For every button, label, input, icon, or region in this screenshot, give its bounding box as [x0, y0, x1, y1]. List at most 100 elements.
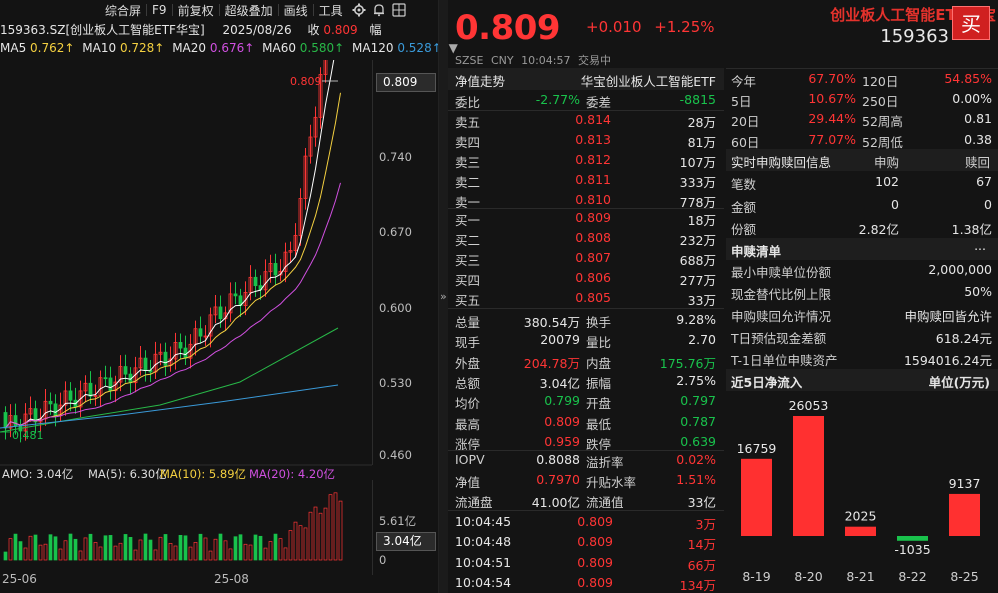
- subscription-row: 金额 0 0: [726, 195, 998, 215]
- candle-body: [123, 366, 128, 375]
- tick-volume: 14万: [687, 537, 716, 553]
- candle-body: [323, 60, 328, 75]
- current-volume-marker: 3.04亿: [376, 532, 436, 551]
- inflow-bar: [845, 526, 876, 536]
- price-tick: 0.740: [379, 150, 412, 164]
- stat-value: 2.75%: [676, 372, 716, 388]
- tick-price: 0.809: [577, 534, 613, 550]
- price-tick: 0.600: [379, 301, 412, 315]
- candle-body: [108, 377, 113, 392]
- net-inflow-title: 近5日净流入: [731, 375, 803, 390]
- close-label: 收: [307, 23, 320, 37]
- fund-code: 159363: [880, 26, 949, 47]
- candle-body: [263, 271, 268, 291]
- volume-bar: [318, 512, 323, 561]
- toolbar-item-overview[interactable]: 综合屏: [105, 3, 142, 18]
- gear-icon[interactable]: [351, 2, 368, 19]
- period-value: 54.85%: [944, 71, 992, 86]
- candle-body: [283, 251, 288, 272]
- toolbar-item-draw[interactable]: 画线: [283, 3, 308, 18]
- bell-icon[interactable]: [371, 2, 388, 19]
- stat-row: 总额 3.04亿 振幅 2.75%: [448, 371, 724, 391]
- bid-row[interactable]: 买二 0.808 232万: [448, 228, 724, 248]
- stat-value: 0.787: [680, 413, 716, 429]
- nav-trend-bar[interactable]: 净值走势 华宝创业板人工智能ETF: [448, 68, 724, 90]
- stat-value: 9.28%: [676, 312, 716, 327]
- volume-bar: [93, 542, 98, 561]
- ask-row[interactable]: 卖三 0.812 107万: [448, 150, 724, 170]
- chevron-right-icon[interactable]: »: [440, 290, 447, 303]
- volume-bar: [323, 507, 328, 561]
- stat-label: 最低: [586, 416, 612, 432]
- stat-label: 现手: [455, 335, 481, 351]
- ask-row[interactable]: 卖五 0.814 28万: [448, 110, 724, 130]
- candle-body: [248, 276, 253, 293]
- volume-bar: [108, 535, 113, 561]
- ask-label: 卖五: [455, 115, 481, 130]
- grid-icon[interactable]: [391, 2, 408, 19]
- volume-bar: [168, 542, 173, 561]
- candle-body: [198, 328, 203, 337]
- stat-value: 0.959: [544, 433, 580, 449]
- ma-line: [5, 182, 341, 429]
- redemption-value: 2,000,000: [928, 262, 992, 277]
- inflow-date-label: 8-22: [898, 569, 926, 584]
- toolbar-item-tools[interactable]: 工具: [318, 3, 343, 18]
- volume-bar: [158, 536, 163, 561]
- amo-label: AMO: 3.04亿: [2, 467, 73, 481]
- toolbar-item-f9[interactable]: F9: [152, 3, 167, 17]
- stat-row: 外盘 204.78万 内盘 175.76万: [448, 351, 724, 371]
- ma-dropdown-icon[interactable]: ▼: [448, 41, 458, 55]
- buy-button[interactable]: 买: [952, 6, 990, 40]
- panel-collapse-handle[interactable]: »: [438, 0, 448, 593]
- kline-panel[interactable]: 综合屏 F9 前复权 超级叠加 画线 工具 159363.SZ[创业板人工智能E…: [0, 0, 458, 593]
- candle-body: [98, 377, 103, 396]
- kline-chart[interactable]: AMO: 3.04亿 MA(5): 6.30亿 MA(10): 5.89亿 MA…: [0, 60, 372, 570]
- candle-body: [133, 367, 138, 384]
- candle-body: [28, 408, 33, 415]
- tick-row: 10:04:54 0.809 134万: [448, 573, 724, 593]
- ask-row[interactable]: 卖二 0.811 333万: [448, 170, 724, 190]
- ask-row[interactable]: 卖四 0.813 81万: [448, 130, 724, 150]
- bid-price: 0.808: [575, 230, 611, 245]
- price-tick: 0.530: [379, 376, 412, 390]
- redemption-value: 618.24元: [935, 331, 992, 346]
- inflow-value-label: 9137: [949, 476, 981, 491]
- ask-row[interactable]: 卖一 0.810 778万: [448, 190, 724, 210]
- stat-label: 总额: [455, 375, 481, 391]
- iopv-row: 流通盘 41.00亿 流通值 33亿: [448, 490, 724, 510]
- bid-row[interactable]: 买三 0.807 688万: [448, 248, 724, 268]
- candle-body: [83, 382, 88, 392]
- bid-row[interactable]: 买一 0.809 18万: [448, 208, 724, 228]
- candle-body: [228, 293, 233, 314]
- toolbar-item-overlay[interactable]: 超级叠加: [224, 3, 273, 18]
- bid-price: 0.807: [575, 250, 611, 265]
- volume-bar: [253, 534, 258, 561]
- candle-body: [3, 412, 8, 429]
- subscription-title: 实时申购赎回信息: [731, 155, 832, 170]
- volume-bar: [103, 535, 108, 561]
- nav-trend-label[interactable]: 净值走势: [455, 74, 506, 89]
- volume-bar: [23, 547, 28, 561]
- volume-bar: [338, 500, 343, 561]
- period-label: 20日: [731, 114, 760, 130]
- volume-bar: [13, 533, 18, 561]
- ma120-value: 0.528↑: [397, 41, 442, 55]
- ask-volume: 333万: [679, 175, 716, 190]
- ask-volume: 107万: [679, 155, 716, 170]
- inflow-value-label: 26053: [789, 398, 829, 413]
- tick-volume: 66万: [687, 557, 716, 573]
- toolbar-item-fq[interactable]: 前复权: [177, 3, 214, 18]
- redemption-row: T日预估现金差额 618.24元: [726, 326, 998, 346]
- volume-bar: [148, 539, 153, 561]
- stat-label: 换手: [586, 315, 612, 330]
- subscription-header: 实时申购赎回信息 申购 赎回: [726, 149, 998, 171]
- volume-bar: [208, 550, 213, 561]
- bid-row[interactable]: 买四 0.806 277万: [448, 268, 724, 288]
- period-value: 29.44%: [808, 111, 856, 127]
- stock-code-name: 159363.SZ[创业板人工智能ETF华宝]: [0, 23, 205, 37]
- bid-row[interactable]: 买五 0.805 33万: [448, 288, 724, 308]
- ask-label: 卖三: [455, 155, 481, 170]
- more-icon[interactable]: ...: [974, 238, 986, 253]
- inflow-bar: [897, 536, 928, 541]
